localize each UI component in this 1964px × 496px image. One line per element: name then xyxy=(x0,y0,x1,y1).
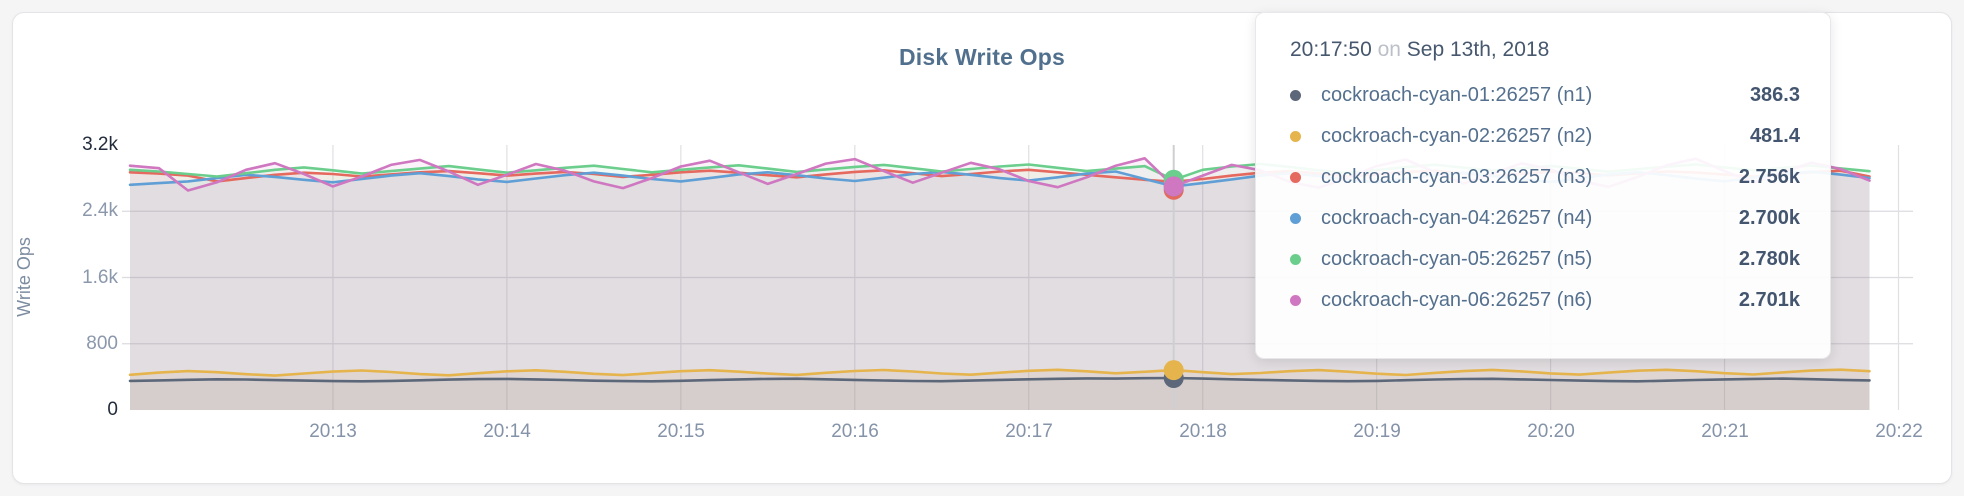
series-color-dot-icon xyxy=(1290,131,1301,142)
x-tick-label: 20:21 xyxy=(1701,421,1749,442)
series-color-dot-icon xyxy=(1290,295,1301,306)
x-tick-label: 20:19 xyxy=(1353,421,1401,442)
tooltip-rows: cockroach-cyan-01:26257 (n1) 386.3 cockroa… xyxy=(1290,75,1800,321)
y-tick-label: 1.6k xyxy=(82,267,118,288)
tooltip-row-value: 2.756k xyxy=(1738,166,1800,188)
tooltip-row-n3: cockroach-cyan-03:26257 (n3) 2.756k xyxy=(1290,157,1800,198)
tooltip-row-label: cockroach-cyan-06:26257 (n6) xyxy=(1321,289,1593,311)
tooltip-time: 20:17:50 xyxy=(1290,38,1372,61)
tooltip-row-n5: cockroach-cyan-05:26257 (n5) 2.780k xyxy=(1290,239,1800,280)
tooltip-row-value: 2.700k xyxy=(1738,207,1800,229)
tooltip-row-n4: cockroach-cyan-04:26257 (n4) 2.700k xyxy=(1290,198,1800,239)
series-color-dot-icon xyxy=(1290,213,1301,224)
y-tick-label: 3.2k xyxy=(82,134,118,155)
x-tick-label: 20:14 xyxy=(483,421,531,442)
x-tick-label: 20:16 xyxy=(831,421,879,442)
x-tick-label: 20:20 xyxy=(1527,421,1575,442)
tooltip-date: Sep 13th, 2018 xyxy=(1406,38,1550,61)
tooltip-row-label: cockroach-cyan-04:26257 (n4) xyxy=(1321,207,1593,229)
y-tick-label: 2.4k xyxy=(82,200,118,221)
tooltip-header: 20:17:50 on Sep 13th, 2018 xyxy=(1290,35,1800,65)
tooltip-row-label: cockroach-cyan-03:26257 (n3) xyxy=(1321,166,1593,188)
tooltip-row-value: 2.701k xyxy=(1738,289,1800,311)
series-color-dot-icon xyxy=(1290,90,1301,101)
series-color-dot-icon xyxy=(1290,172,1301,183)
tooltip-row-n2: cockroach-cyan-02:26257 (n2) 481.4 xyxy=(1290,116,1800,157)
tooltip-row-n1: cockroach-cyan-01:26257 (n1) 386.3 xyxy=(1290,75,1800,116)
series-color-dot-icon xyxy=(1290,254,1301,265)
tooltip-row-label: cockroach-cyan-01:26257 (n1) xyxy=(1321,84,1593,106)
hover-dot-n2 xyxy=(1163,360,1184,381)
tooltip-row-n6: cockroach-cyan-06:26257 (n6) 2.701k xyxy=(1290,280,1800,321)
tooltip-row-value: 2.780k xyxy=(1738,248,1800,270)
y-tick-label: 0 xyxy=(107,399,118,420)
x-tick-label: 20:22 xyxy=(1875,421,1923,442)
x-tick-label: 20:13 xyxy=(309,421,357,442)
tooltip-connector: on xyxy=(1377,38,1401,61)
hover-dot-n6 xyxy=(1163,176,1184,197)
tooltip-row-label: cockroach-cyan-02:26257 (n2) xyxy=(1321,125,1593,147)
series-line-n2 xyxy=(128,368,1871,377)
x-tick-label: 20:15 xyxy=(657,421,705,442)
tooltip-row-label: cockroach-cyan-05:26257 (n5) xyxy=(1321,248,1593,270)
x-tick-label: 20:18 xyxy=(1179,421,1227,442)
chart-title: Disk Write Ops xyxy=(899,44,1065,70)
x-tick-label: 20:17 xyxy=(1005,421,1053,442)
y-tick-label: 800 xyxy=(86,333,118,354)
series-area-n1 xyxy=(130,378,1870,410)
tooltip-row-value: 386.3 xyxy=(1749,84,1800,106)
hover-tooltip: 20:17:50 on Sep 13th, 2018 cockroach-cya… xyxy=(1255,12,1831,359)
series-line-n1 xyxy=(128,376,1871,383)
tooltip-row-value: 481.4 xyxy=(1749,125,1800,147)
